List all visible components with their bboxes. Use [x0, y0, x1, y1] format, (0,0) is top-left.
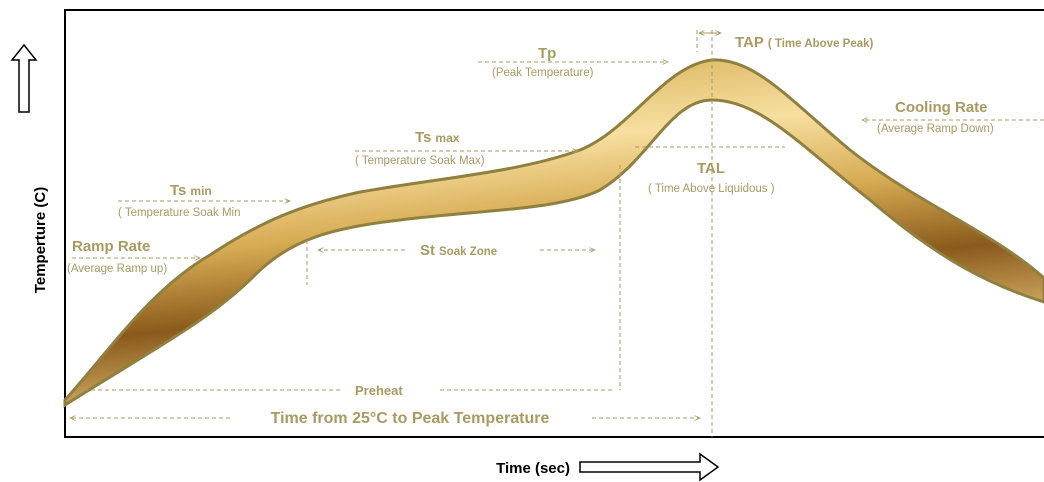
- preheat: Preheat: [355, 383, 403, 398]
- cooling-rate-sub: (Average Ramp Down): [877, 123, 994, 135]
- x-axis-label: Time (sec): [496, 460, 570, 477]
- frame: [64, 9, 1044, 438]
- ts-min-sub: ( Temperature Soak Min: [118, 207, 241, 219]
- cooling-rate: Cooling Rate: [895, 99, 988, 116]
- ramp-rate: Ramp Rate: [72, 238, 150, 255]
- ts-max-suffix: max: [435, 131, 459, 145]
- ts-min-symbol: Ts: [170, 182, 186, 199]
- soak-symbol: St: [420, 242, 435, 259]
- ts-max-sub: ( Temperature Soak Max): [355, 155, 485, 167]
- tp: Tp: [538, 45, 556, 62]
- ts-min: Ts min: [170, 182, 212, 199]
- soak: St Soak Zone: [420, 242, 497, 259]
- guides: [70, 30, 1044, 437]
- tal: TAL: [697, 160, 725, 177]
- tap-sub: ( Time Above Peak): [768, 38, 874, 50]
- tp-sub: (Peak Temperature): [492, 67, 594, 79]
- soak-sub: Soak Zone: [439, 246, 497, 258]
- tal-sub: ( Time Above Liquidous ): [648, 183, 775, 195]
- tap: TAP ( Time Above Peak): [735, 34, 874, 51]
- ramp-rate-sub: (Average Ramp up): [67, 263, 167, 275]
- ts-min-suffix: min: [190, 184, 211, 198]
- up-arrow: [10, 43, 38, 113]
- tap-symbol: TAP: [735, 34, 764, 51]
- ts-max: Ts max: [415, 129, 460, 146]
- total-time: Time from 25°C to Peak Temperature: [271, 410, 550, 427]
- right-arrow: [579, 452, 720, 482]
- y-axis-label: Temperture (C): [32, 187, 49, 293]
- reflow-band: [63, 58, 1044, 408]
- ts-max-symbol: Ts: [415, 129, 431, 146]
